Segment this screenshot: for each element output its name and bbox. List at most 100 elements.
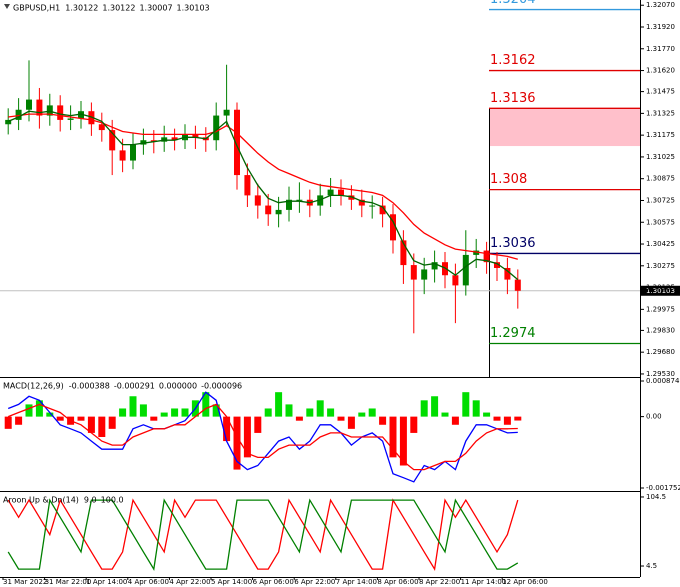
candle-body xyxy=(254,195,261,206)
y-tick-label: 1.31175 xyxy=(646,131,675,139)
histogram-bar xyxy=(4,416,12,429)
aroon-line xyxy=(7,498,519,571)
header-value: 9.0 xyxy=(84,496,97,505)
x-tick-label: 6 Apr 22:00 xyxy=(294,578,335,586)
histogram-bar xyxy=(503,416,511,425)
macd-line xyxy=(7,391,518,483)
histogram-bar xyxy=(275,392,283,417)
histogram-bar xyxy=(202,392,210,417)
candle-body xyxy=(26,99,32,110)
histogram-bar xyxy=(399,416,407,466)
histogram-bar xyxy=(171,408,179,417)
level-zone xyxy=(489,108,640,147)
y-tick-label: 1.31475 xyxy=(646,88,675,96)
histogram-bar xyxy=(160,412,168,417)
y-tick-label: 1.31025 xyxy=(646,153,675,161)
level-label: 1.3204 xyxy=(490,0,536,7)
histogram-bar xyxy=(223,416,231,442)
histogram-bar xyxy=(451,416,459,425)
x-tick-label: 7 Apr 14:00 xyxy=(336,578,377,586)
histogram-bar xyxy=(98,416,106,437)
last-price-label: 1.30103 xyxy=(646,287,675,295)
histogram-bar xyxy=(295,416,303,421)
candle-body xyxy=(379,205,386,215)
header-value: -0.000291 xyxy=(114,382,155,391)
candle-body xyxy=(327,189,334,196)
candle-body xyxy=(462,254,469,286)
histogram-bar xyxy=(254,416,262,433)
candle-body xyxy=(192,134,199,138)
histogram-bar xyxy=(233,416,241,470)
y-tick-label: -0.001752 xyxy=(646,484,680,492)
candle-body xyxy=(36,99,43,116)
candle-body xyxy=(348,195,355,200)
candle-body xyxy=(338,189,344,196)
x-tick-label: 31 Mar 22:00 xyxy=(45,578,92,586)
candle-body xyxy=(130,144,136,161)
candle-body xyxy=(410,265,417,280)
candle-body xyxy=(390,214,396,241)
x-tick-label: 8 Apr 06:00 xyxy=(377,578,418,586)
histogram-bar xyxy=(15,416,23,425)
y-tick-label: 4.5 xyxy=(646,562,657,570)
y-tick-label: 104.5 xyxy=(646,493,666,501)
x-tick-label: 6 Apr 06:00 xyxy=(253,578,294,586)
candle-body xyxy=(78,111,84,119)
histogram-bar xyxy=(389,416,397,458)
candle-body xyxy=(244,175,251,196)
header-value: 1.30007 xyxy=(139,4,172,13)
candle-body xyxy=(213,115,220,141)
candle-body xyxy=(369,205,376,207)
y-tick-label: 1.31325 xyxy=(646,109,675,117)
y-tick-label: 1.30425 xyxy=(646,240,675,248)
y-tick-label: 1.32070 xyxy=(646,1,675,9)
histogram-bar xyxy=(25,404,33,417)
candle-body xyxy=(88,111,95,125)
histogram-bar xyxy=(420,400,428,417)
histogram-bar xyxy=(462,392,470,417)
histogram-bar xyxy=(441,412,449,417)
histogram-bar xyxy=(285,404,293,417)
y-tick-label: 1.30725 xyxy=(646,196,675,204)
header-value: 1.30122 xyxy=(102,4,135,13)
y-tick-label: 1.30875 xyxy=(646,175,675,183)
histogram-bar xyxy=(264,408,272,417)
y-tick-label: 1.29830 xyxy=(646,326,675,334)
level-label: 1.3036 xyxy=(490,236,536,251)
histogram-bar xyxy=(379,416,387,425)
histogram-bar xyxy=(368,408,376,417)
header-value: 1.30103 xyxy=(177,4,210,13)
y-tick-label: 1.31620 xyxy=(646,67,675,75)
histogram-bar xyxy=(243,416,251,458)
histogram-bar xyxy=(119,408,127,417)
candle-body xyxy=(57,105,64,120)
histogram-bar xyxy=(35,400,43,417)
histogram-bar xyxy=(87,416,95,433)
x-tick-label: 11 Apr 14:00 xyxy=(461,578,507,586)
candle-body xyxy=(150,140,157,142)
histogram-bar xyxy=(410,416,418,433)
histogram-bar xyxy=(46,412,54,417)
histogram-bar xyxy=(129,396,137,417)
y-tick-label: 1.31920 xyxy=(646,23,675,31)
histogram-bar xyxy=(327,408,335,417)
y-tick-label: 0.000874 xyxy=(646,377,680,385)
x-tick-label: 5 Apr 14:00 xyxy=(211,578,252,586)
header-value: -0.000388 xyxy=(69,382,110,391)
histogram-bar xyxy=(337,416,345,421)
candle-body xyxy=(317,195,324,206)
last-price-box xyxy=(641,285,680,296)
header-value: 0.000000 xyxy=(159,382,197,391)
candle-body xyxy=(5,119,12,125)
histogram-bar xyxy=(212,404,220,417)
level-label: 1.3136 xyxy=(490,91,536,106)
candle-body xyxy=(119,150,126,161)
candle-body xyxy=(171,137,178,141)
header-value: -0.000096 xyxy=(201,382,242,391)
histogram-bar xyxy=(358,412,366,417)
y-tick-label: 1.29975 xyxy=(646,305,675,313)
x-tick-label: 8 Apr 22:00 xyxy=(419,578,460,586)
x-tick-label: 4 Apr 06:00 xyxy=(128,578,169,586)
